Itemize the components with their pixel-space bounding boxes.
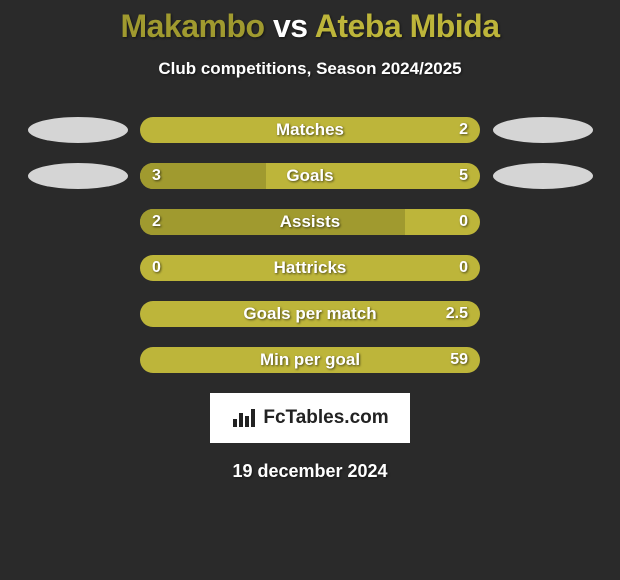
metric-row: 35Goals bbox=[0, 163, 620, 189]
player-right-placeholder bbox=[490, 163, 595, 189]
metric-bar-left-fill bbox=[140, 209, 405, 235]
metric-value-right: 2.5 bbox=[446, 305, 468, 323]
avatar-placeholder-icon bbox=[28, 117, 128, 143]
avatar-placeholder-icon bbox=[28, 163, 128, 189]
metric-label: Matches bbox=[140, 120, 480, 140]
chart-icon bbox=[231, 407, 257, 429]
metric-value-right: 0 bbox=[459, 259, 468, 277]
player-right-placeholder bbox=[490, 347, 595, 373]
player-left-placeholder bbox=[25, 347, 130, 373]
title-vs: vs bbox=[265, 8, 315, 44]
metric-row: 59Min per goal bbox=[0, 347, 620, 373]
metrics-list: 2Matches35Goals20Assists00Hattricks2.5Go… bbox=[0, 117, 620, 373]
brand-badge[interactable]: FcTables.com bbox=[210, 393, 410, 443]
metric-value-right: 5 bbox=[459, 167, 468, 185]
metric-row: 2Matches bbox=[0, 117, 620, 143]
player-left-placeholder bbox=[25, 163, 130, 189]
metric-bar: 2Matches bbox=[140, 117, 480, 143]
metric-value-right: 2 bbox=[459, 121, 468, 139]
title-player-left: Makambo bbox=[120, 8, 264, 44]
page-title: Makambo vs Ateba Mbida bbox=[0, 8, 620, 45]
player-left-placeholder bbox=[25, 301, 130, 327]
metric-bar: 20Assists bbox=[140, 209, 480, 235]
player-left-placeholder bbox=[25, 209, 130, 235]
metric-bar: 0 0Hattricks bbox=[140, 255, 480, 281]
metric-bar: 59Min per goal bbox=[140, 347, 480, 373]
metric-value-left: 3 bbox=[152, 167, 161, 185]
metric-value-left: 2 bbox=[152, 213, 161, 231]
metric-row: 0 0Hattricks bbox=[0, 255, 620, 281]
avatar-placeholder-icon bbox=[493, 117, 593, 143]
title-player-right: Ateba Mbida bbox=[315, 8, 500, 44]
player-right-placeholder bbox=[490, 117, 595, 143]
metric-row: 2.5Goals per match bbox=[0, 301, 620, 327]
metric-value-left: 0 bbox=[152, 259, 161, 277]
player-left-placeholder bbox=[25, 255, 130, 281]
metric-value-right: 59 bbox=[450, 351, 468, 369]
metric-label: Hattricks bbox=[140, 258, 480, 278]
player-left-placeholder bbox=[25, 117, 130, 143]
subtitle: Club competitions, Season 2024/2025 bbox=[0, 59, 620, 79]
metric-value-right: 0 bbox=[459, 213, 468, 231]
metric-bar: 2.5Goals per match bbox=[140, 301, 480, 327]
brand-text: FcTables.com bbox=[263, 407, 388, 429]
player-right-placeholder bbox=[490, 301, 595, 327]
player-right-placeholder bbox=[490, 209, 595, 235]
metric-label: Min per goal bbox=[140, 350, 480, 370]
metric-label: Goals per match bbox=[140, 304, 480, 324]
metric-bar: 35Goals bbox=[140, 163, 480, 189]
metric-row: 20Assists bbox=[0, 209, 620, 235]
date-line: 19 december 2024 bbox=[0, 461, 620, 482]
avatar-placeholder-icon bbox=[493, 163, 593, 189]
comparison-container: Makambo vs Ateba Mbida Club competitions… bbox=[0, 0, 620, 482]
player-right-placeholder bbox=[490, 255, 595, 281]
